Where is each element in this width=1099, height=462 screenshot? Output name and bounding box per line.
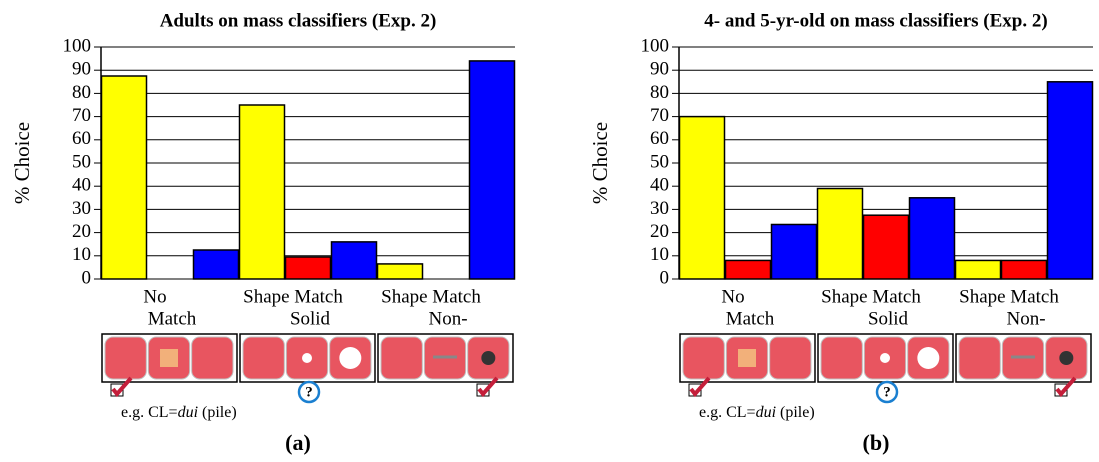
chart-title: Adults on mass classifiers (Exp. 2): [160, 10, 437, 31]
bar: [378, 264, 423, 279]
x-tick-label: Solid: [868, 308, 909, 329]
stimulus-mark: [339, 347, 361, 369]
stimulus-tile: [243, 337, 284, 379]
stimulus-tile: [770, 337, 811, 379]
stimulus-mark: [302, 353, 312, 363]
bar: [286, 257, 331, 279]
y-tick-label: 10: [72, 244, 91, 265]
annotation-part: (pile): [198, 404, 237, 421]
x-tick-label: Solid: [290, 308, 331, 329]
annotation-part: dui: [756, 404, 776, 421]
y-axis-label: % Choice: [588, 122, 612, 204]
stimulus-tile: [192, 337, 233, 379]
x-tick-label: Match: [726, 308, 775, 329]
y-tick-label: 20: [72, 221, 91, 242]
y-tick-label: 40: [72, 175, 91, 196]
chart-title: 4- and 5-yr-old on mass classifiers (Exp…: [704, 10, 1047, 31]
bar: [864, 215, 909, 279]
x-tick-label: Non-: [1006, 308, 1045, 329]
y-tick-label: 80: [650, 82, 669, 103]
question-icon-mark: ?: [305, 384, 313, 400]
y-tick-label: 0: [82, 267, 92, 288]
bar: [1048, 82, 1093, 279]
stimulus-tile: [821, 337, 862, 379]
y-tick-label: 90: [650, 59, 669, 80]
x-tick-label: No: [721, 286, 744, 307]
bar: [1002, 260, 1047, 279]
annotation: e.g. CL=dui (pile): [699, 404, 815, 421]
annotation: e.g. CL=dui (pile): [121, 404, 237, 421]
y-tick-label: 50: [650, 151, 669, 172]
panel-label: (b): [863, 430, 890, 455]
bar: [818, 189, 863, 279]
panel-label: (a): [285, 430, 311, 455]
y-tick-label: 10: [650, 244, 669, 265]
bar: [332, 242, 377, 279]
y-tick-label: 60: [72, 128, 91, 149]
y-axis-label: % Choice: [10, 122, 34, 204]
y-tick-label: 70: [650, 105, 669, 126]
y-tick-label: 100: [641, 35, 670, 56]
y-tick-label: 20: [650, 221, 669, 242]
stimulus-mark: [880, 353, 890, 363]
x-tick-label: Shape Match: [821, 286, 921, 307]
stimulus-mark: [738, 349, 756, 367]
bar: [470, 61, 515, 279]
bar: [680, 117, 725, 279]
annotation-part: e.g. CL=: [699, 404, 756, 421]
y-tick-label: 30: [650, 198, 669, 219]
bar: [194, 250, 239, 279]
stimulus-tile: [959, 337, 1000, 379]
stimulus-mark: [160, 349, 178, 367]
bar: [726, 260, 771, 279]
y-tick-label: 0: [660, 267, 670, 288]
figure: Adults on mass classifiers (Exp. 2) % Cho…: [0, 0, 1099, 462]
annotation-part: dui: [178, 404, 198, 421]
bar: [102, 76, 147, 279]
bar: [240, 105, 285, 279]
question-icon-mark: ?: [883, 384, 891, 400]
y-tick-label: 60: [650, 128, 669, 149]
y-tick-label: 30: [72, 198, 91, 219]
stimulus-tile: [683, 337, 724, 379]
bar: [772, 224, 817, 279]
bar: [956, 260, 1001, 279]
y-tick-label: 90: [72, 59, 91, 80]
y-tick-label: 80: [72, 82, 91, 103]
stimulus-mark: [917, 347, 939, 369]
stimulus-mark: [1059, 351, 1073, 365]
y-tick-label: 70: [72, 105, 91, 126]
x-tick-label: Match: [148, 308, 197, 329]
annotation-part: (pile): [776, 404, 815, 421]
y-tick-label: 40: [650, 175, 669, 196]
annotation-part: e.g. CL=: [121, 404, 178, 421]
bar: [910, 198, 955, 279]
stimulus-tile: [381, 337, 422, 379]
x-tick-label: Shape Match: [959, 286, 1059, 307]
stimulus-mark: [481, 351, 495, 365]
y-tick-label: 100: [63, 35, 92, 56]
y-tick-label: 50: [72, 151, 91, 172]
x-tick-label: No: [143, 286, 166, 307]
x-tick-label: Shape Match: [381, 286, 481, 307]
x-tick-label: Non-: [428, 308, 467, 329]
x-tick-label: Shape Match: [243, 286, 343, 307]
stimulus-tile: [105, 337, 146, 379]
